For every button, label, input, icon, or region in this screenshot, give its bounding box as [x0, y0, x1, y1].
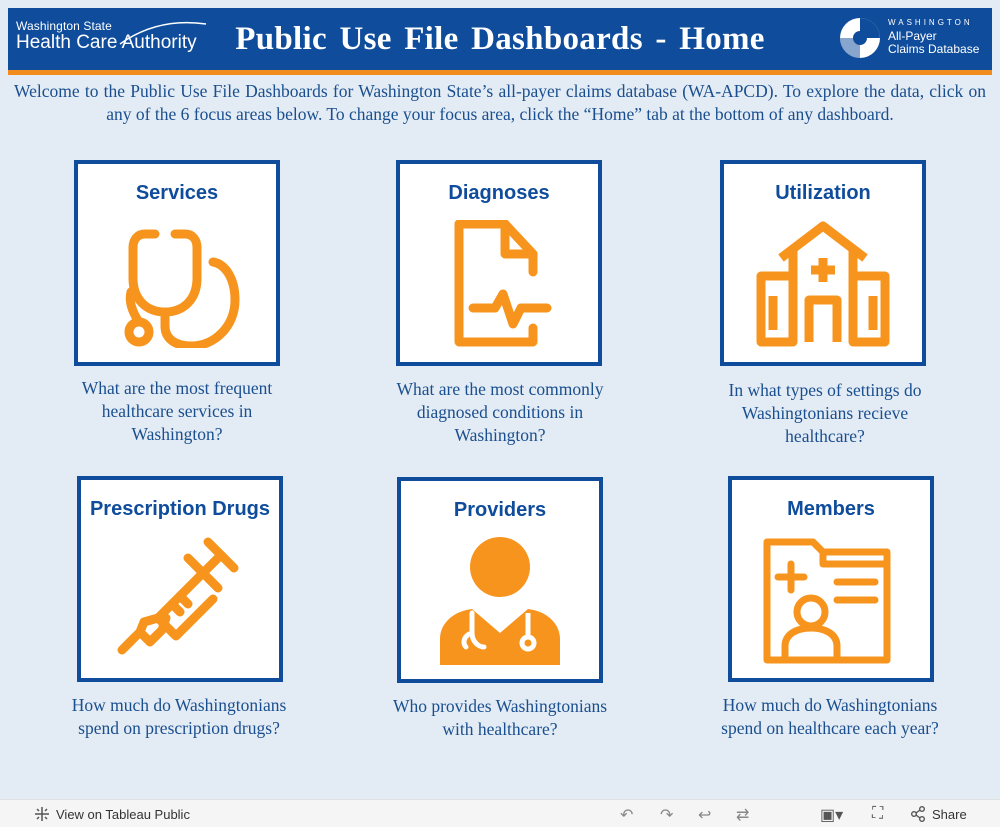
apcd-logo-text: All-Payer Claims Database — [888, 30, 979, 56]
hca-swoosh-icon — [119, 21, 207, 45]
view-on-tableau-label: View on Tableau Public — [56, 806, 190, 822]
apcd-logo-word: WASHINGTON — [888, 18, 973, 27]
card-question: How much do Washingtonians spend on pres… — [71, 695, 287, 738]
card-question: In what types of settings do Washingtoni… — [728, 380, 922, 446]
focus-card-prescription-drugs[interactable]: Prescription Drugs — [77, 476, 283, 682]
tableau-toolbar: View on Tableau Public ↶ ↷ ↩ ⇄ ▣▾ ⛶ Shar… — [0, 799, 1000, 827]
doctor-icon — [401, 537, 599, 665]
card-question: Who provides Washingtonians with healthc… — [392, 696, 608, 739]
focus-card-services[interactable]: Services — [74, 160, 280, 366]
card-question: What are the most commonly diagnosed con… — [396, 379, 604, 445]
share-icon — [911, 806, 925, 822]
share-button[interactable]: Share — [910, 806, 967, 822]
intro-text: Welcome to the Public Use File Dashboard… — [14, 81, 986, 124]
focus-card-providers[interactable]: Providers — [397, 477, 603, 683]
hca-logo-line2: Health Care Authority — [16, 32, 197, 53]
focus-card-diagnoses[interactable]: Diagnoses — [396, 160, 602, 366]
header-bar — [8, 8, 992, 70]
syringe-icon — [81, 536, 279, 664]
card-title: Utilization — [775, 182, 871, 204]
wa-apcd-logo: WASHINGTON All-Payer Claims Database — [836, 12, 986, 64]
revert-icon[interactable]: ↩ — [698, 807, 712, 824]
tableau-logo-icon — [35, 807, 49, 821]
refresh-icon[interactable]: ⇄ — [736, 807, 750, 824]
card-question: What are the most frequent healthcare se… — [81, 378, 273, 444]
hospital-icon — [724, 220, 922, 348]
card-question: How much do Washingtonians spend on heal… — [721, 695, 939, 738]
apcd-logo-icon — [840, 18, 880, 58]
member-folder-icon — [732, 536, 930, 664]
share-label: Share — [932, 806, 967, 822]
header-accent-stripe — [8, 70, 992, 75]
hca-logo-line1: Washington State — [16, 19, 112, 33]
focus-card-members[interactable]: Members — [728, 476, 934, 682]
hca-logo: Washington State Health Care Authority — [16, 20, 197, 53]
card-title: Services — [135, 182, 219, 204]
view-on-tableau-public-link[interactable]: View on Tableau Public — [34, 806, 190, 822]
focus-card-utilization[interactable]: Utilization — [720, 160, 926, 366]
stethoscope-icon — [78, 220, 276, 348]
fullscreen-icon[interactable]: ⛶ — [872, 805, 884, 822]
apcd-logo-line1: All-Payer — [888, 29, 937, 43]
card-title: Providers — [453, 499, 547, 521]
medical-document-icon — [400, 220, 598, 348]
download-icon[interactable]: ▣▾ — [820, 807, 844, 824]
card-title: Members — [787, 498, 875, 520]
card-title: Diagnoses — [448, 182, 550, 204]
apcd-logo-line2: Claims Database — [888, 42, 980, 56]
redo-icon[interactable]: ↷ — [660, 807, 674, 824]
card-title: Prescription Drugs — [89, 498, 271, 520]
page-title: Public Use File Dashboards - Home — [235, 21, 765, 57]
undo-icon[interactable]: ↶ — [620, 807, 634, 824]
